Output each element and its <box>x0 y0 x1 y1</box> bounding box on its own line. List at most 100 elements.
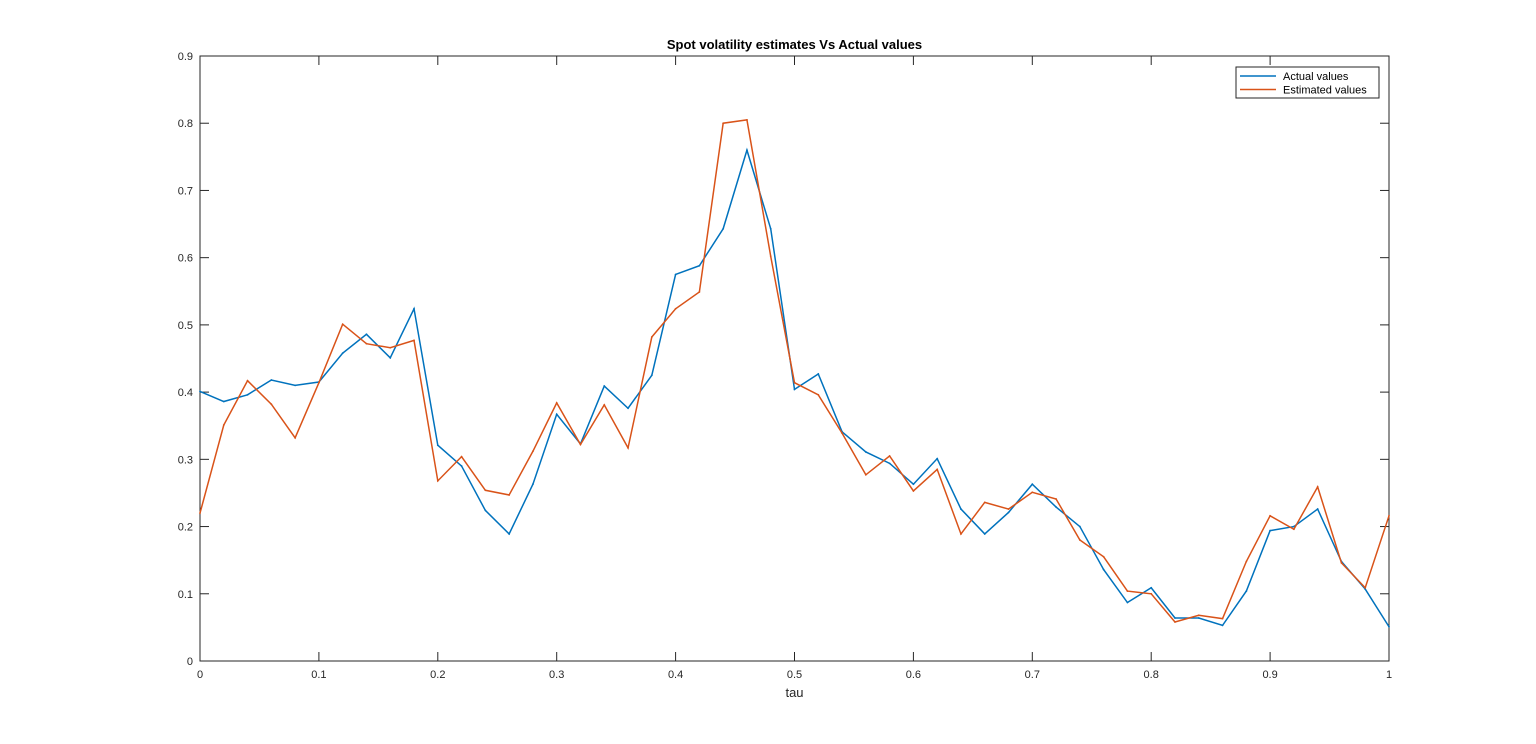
data-point <box>199 390 201 393</box>
data-point <box>769 227 772 230</box>
data-point <box>1340 561 1343 564</box>
data-point <box>698 291 701 293</box>
x-axis: 0 0.1 0.2 0.3 0.4 0.5 0.6 0.7 0.8 0.9 1 <box>197 56 1392 681</box>
series-2 <box>199 118 1390 623</box>
legend-label: Actual values <box>1283 71 1349 83</box>
data-point <box>1316 485 1319 488</box>
data-point <box>793 388 796 391</box>
data-point <box>1197 614 1200 617</box>
data-point <box>222 424 225 426</box>
data-point <box>769 255 772 258</box>
data-point <box>294 436 297 439</box>
data-point <box>1245 560 1248 563</box>
data-point <box>270 379 273 381</box>
data-point <box>746 118 748 121</box>
y-tick-label: 0.6 <box>178 253 193 265</box>
data-point <box>1269 514 1271 517</box>
data-point <box>270 403 273 406</box>
legend-entry: Estimated values <box>1240 85 1367 97</box>
x-tick-label: 1 <box>1386 669 1392 681</box>
data-point <box>1245 590 1248 592</box>
data-point <box>341 352 344 355</box>
data-point <box>1150 592 1153 595</box>
y-tick-label: 0.4 <box>178 387 193 399</box>
data-point <box>460 455 463 458</box>
data-point <box>579 443 582 446</box>
y-tick-label: 0 <box>187 656 193 668</box>
plot-area <box>199 55 1390 662</box>
y-tick-label: 0.2 <box>178 522 193 534</box>
x-tick-label: 0.9 <box>1262 669 1277 681</box>
data-point <box>983 533 986 535</box>
x-tick-label: 0.1 <box>311 669 326 681</box>
data-point <box>888 455 891 457</box>
x-tick-label: 0.8 <box>1144 669 1159 681</box>
data-point <box>722 122 725 125</box>
x-axis-title: tau <box>785 685 803 700</box>
data-point <box>484 489 487 492</box>
data-point <box>1197 617 1200 619</box>
data-point <box>1102 568 1105 571</box>
data-point <box>698 264 701 267</box>
data-point <box>817 393 820 396</box>
legend-entry: Actual values <box>1240 71 1349 83</box>
data-point <box>1078 525 1081 528</box>
data-point <box>746 149 748 152</box>
x-tick-label: 0 <box>197 669 203 681</box>
data-point <box>1221 624 1224 627</box>
data-point <box>817 373 820 375</box>
data-point <box>1364 586 1367 589</box>
data-point <box>888 462 891 465</box>
x-tick-label: 0.6 <box>906 669 921 681</box>
y-tick-label: 0.1 <box>178 589 193 601</box>
data-point <box>674 273 677 276</box>
data-point <box>722 227 725 230</box>
data-point <box>460 465 463 467</box>
data-point <box>1388 625 1390 628</box>
legend: Actual values Estimated values <box>1235 66 1380 99</box>
data-point <box>603 385 606 387</box>
data-point <box>1078 539 1081 541</box>
data-point <box>1055 498 1057 500</box>
data-point <box>222 400 225 403</box>
series-layer <box>199 118 1390 628</box>
data-point <box>1102 555 1105 558</box>
data-point <box>912 490 915 492</box>
data-point <box>484 509 487 512</box>
y-tick-label: 0.8 <box>178 118 193 130</box>
data-point <box>1031 491 1034 494</box>
y-tick-label: 0.3 <box>178 454 193 466</box>
data-point <box>1031 483 1034 486</box>
data-point <box>389 356 392 359</box>
data-point <box>318 381 320 384</box>
data-point <box>389 346 392 349</box>
data-point <box>294 384 297 387</box>
data-point <box>1126 590 1129 592</box>
data-point <box>1174 617 1176 619</box>
y-tick-label: 0.5 <box>178 320 193 332</box>
data-point <box>246 393 249 396</box>
data-point <box>841 432 843 435</box>
data-point <box>413 339 415 342</box>
data-point <box>246 379 249 382</box>
y-axis: 0 0.1 0.2 0.3 0.4 0.5 0.6 0.7 0.8 0.9 <box>178 51 1389 668</box>
data-point <box>1126 601 1129 604</box>
data-point <box>555 401 558 404</box>
data-point <box>508 533 511 535</box>
data-point <box>627 447 629 449</box>
data-point <box>603 403 606 406</box>
data-point <box>960 508 962 510</box>
chart-title: Spot volatility estimates Vs Actual valu… <box>667 37 922 52</box>
data-point <box>365 342 368 345</box>
data-point <box>1388 514 1390 517</box>
data-point <box>413 307 415 310</box>
x-tick-label: 0.7 <box>1025 669 1040 681</box>
x-tick-label: 0.5 <box>787 669 802 681</box>
data-point <box>912 483 915 486</box>
x-tick-label: 0.2 <box>430 669 445 681</box>
data-point <box>864 451 867 453</box>
data-point <box>650 336 653 338</box>
legend-box <box>1235 66 1380 99</box>
data-point <box>555 413 558 416</box>
legend-label: Estimated values <box>1283 85 1367 97</box>
